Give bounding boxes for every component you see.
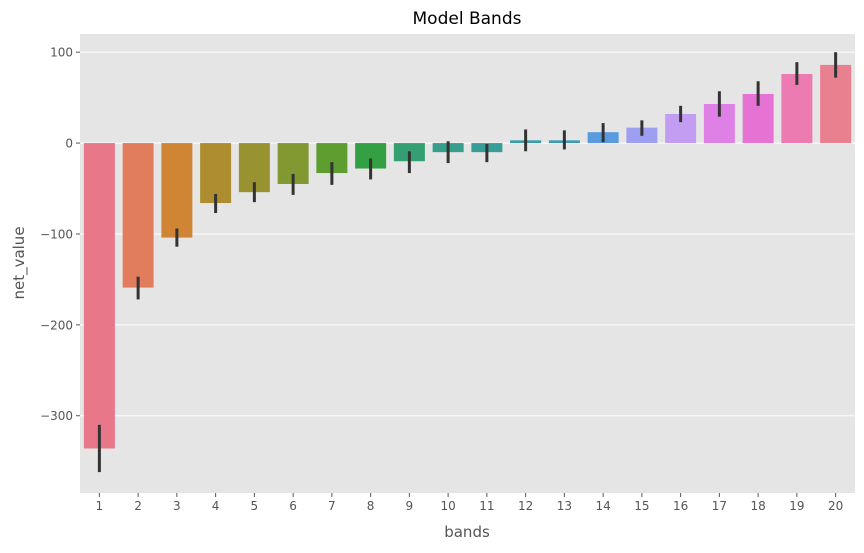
x-tick-label: 4 (212, 499, 220, 513)
bar-4 (200, 143, 232, 204)
x-tick-label: 9 (406, 499, 414, 513)
x-tick-label: 5 (251, 499, 259, 513)
x-tick-label: 10 (440, 499, 455, 513)
bar-20 (820, 64, 852, 144)
y-tick-label: −200 (40, 318, 73, 332)
x-tick-label: 14 (595, 499, 610, 513)
chart-title: Model Bands (413, 9, 522, 29)
x-tick-label: 1 (96, 499, 104, 513)
x-tick-label: 6 (289, 499, 297, 513)
x-axis-ticks: 1 2 3 4 5 6 7 8 9 10 11 12 13 14 15 16 17 18 19 20 (96, 493, 843, 513)
bar-2 (122, 143, 154, 288)
y-tick-label: 0 (65, 137, 73, 151)
x-tick-label: 15 (634, 499, 649, 513)
x-tick-label: 17 (712, 499, 727, 513)
x-tick-label: 2 (134, 499, 142, 513)
bar-1 (83, 143, 115, 449)
y-axis-ticks: 100 0 −100 −200 −300 (40, 46, 80, 423)
x-tick-label: 8 (367, 499, 375, 513)
plot-area (80, 34, 855, 493)
x-axis-label: bands (444, 523, 490, 541)
x-tick-label: 18 (750, 499, 765, 513)
y-tick-label: −100 (40, 227, 73, 241)
error-bars (97, 52, 838, 473)
y-axis-label: net_value (10, 226, 29, 299)
x-tick-label: 20 (828, 499, 843, 513)
x-tick-label: 11 (479, 499, 494, 513)
x-tick-label: 7 (328, 499, 336, 513)
x-tick-label: 3 (173, 499, 181, 513)
bar-3 (161, 143, 193, 238)
y-tick-label: −300 (40, 409, 73, 423)
x-tick-label: 19 (789, 499, 804, 513)
bars (83, 64, 852, 449)
x-tick-label: 16 (673, 499, 688, 513)
y-tick-label: 100 (50, 46, 73, 60)
x-tick-label: 13 (557, 499, 572, 513)
x-tick-label: 12 (518, 499, 533, 513)
bar-19 (781, 73, 813, 144)
